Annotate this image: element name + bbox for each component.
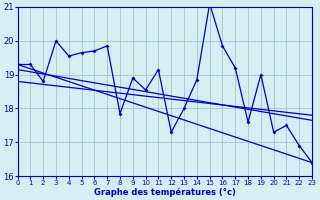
- X-axis label: Graphe des températures (°c): Graphe des températures (°c): [94, 187, 236, 197]
